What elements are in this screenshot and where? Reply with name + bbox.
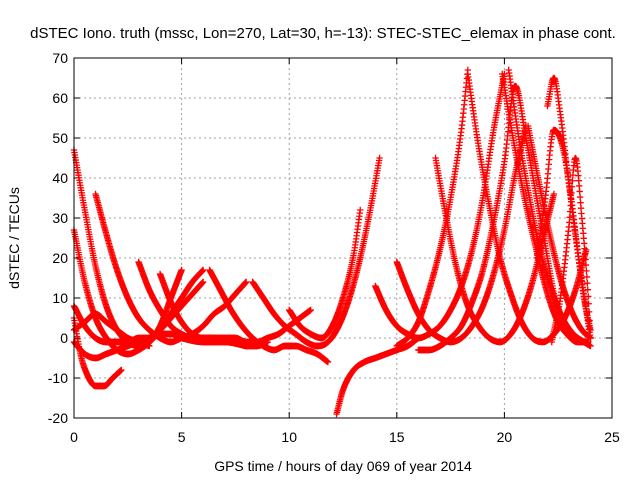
data-point <box>178 266 185 274</box>
series-arc-16 <box>393 66 472 350</box>
data-point <box>357 206 364 214</box>
chart-title: dSTEC Iono. truth (mssc, Lon=270, Lat=30… <box>30 25 616 42</box>
series-arc-18 <box>415 82 560 354</box>
series-arc-2 <box>70 314 125 390</box>
series-arc-10 <box>206 266 332 366</box>
series-arc-13 <box>333 334 422 418</box>
series-arc-15 <box>393 122 530 346</box>
data-series <box>70 66 594 418</box>
series-arc-12 <box>286 206 364 342</box>
data-point <box>199 266 207 274</box>
series-arc-11 <box>249 154 383 350</box>
data-point <box>118 366 125 374</box>
